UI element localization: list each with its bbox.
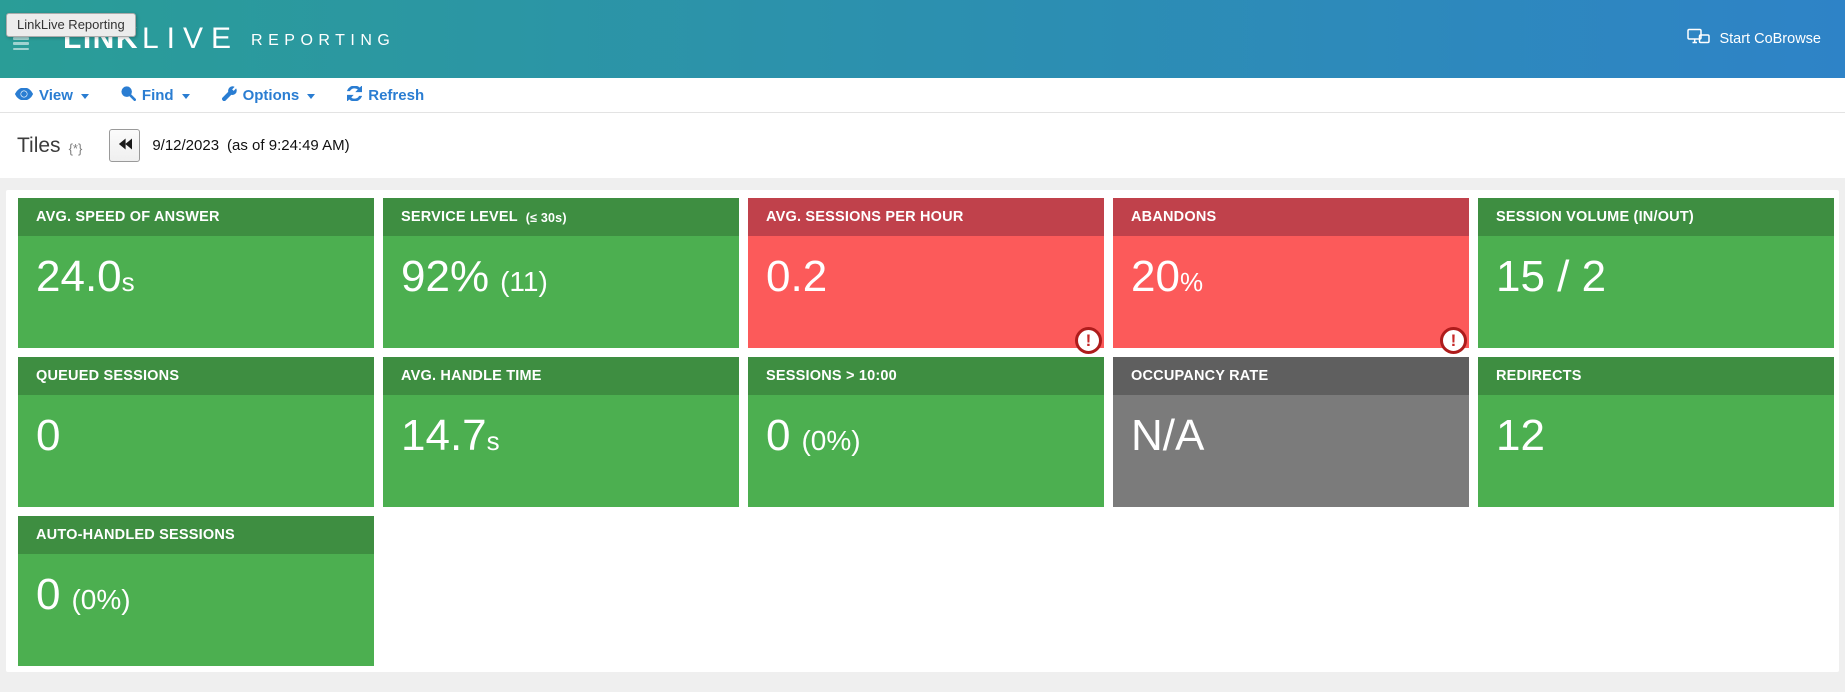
refresh-label: Refresh [368, 86, 425, 104]
tile-title: ABANDONS [1113, 198, 1469, 236]
wrench-icon [221, 85, 237, 105]
tile-title: SESSION VOLUME (IN/OUT) [1478, 198, 1834, 236]
tile-label: AVG. HANDLE TIME [401, 368, 542, 384]
tile-value: 0 (0%) [18, 554, 374, 666]
tile-title: SERVICE LEVEL (≤ 30s) [383, 198, 739, 236]
tile-title: REDIRECTS [1478, 357, 1834, 395]
tile-avg-speed-of-answer[interactable]: AVG. SPEED OF ANSWER 24.0 s [18, 198, 374, 348]
tile-title: AVG. SPEED OF ANSWER [18, 198, 374, 236]
logo-tagline: REPORTING [251, 31, 396, 49]
tile-label: SESSION VOLUME (IN/OUT) [1496, 209, 1694, 225]
tile-value: 12 [1478, 395, 1834, 507]
view-menu-label: View [39, 86, 73, 104]
tile-value: 24.0 s [18, 236, 374, 348]
page-title: Tiles [17, 133, 61, 157]
tile-label: SERVICE LEVEL [401, 209, 518, 225]
fast-backward-icon [118, 137, 132, 155]
app-header: LINK LIVE REPORTING Start CoBrowse LinkL… [0, 0, 1845, 78]
tile-title: QUEUED SESSIONS [18, 357, 374, 395]
tile-value-main: 24.0 [36, 252, 122, 301]
tile-title: SESSIONS > 10:00 [748, 357, 1104, 395]
previous-date-button[interactable] [109, 129, 141, 162]
tile-value-secondary: (0%) [801, 425, 861, 456]
tiles-panel: AVG. SPEED OF ANSWER 24.0 s SERVICE LEVE… [6, 190, 1839, 672]
tile-label: ABANDONS [1131, 209, 1217, 225]
tile-value-main: 92% [401, 252, 490, 301]
tile-occupancy-rate[interactable]: OCCUPANCY RATE N/A [1113, 357, 1469, 507]
tile-value: 0.2 [748, 236, 1104, 348]
tile-title: AVG. SESSIONS PER HOUR [748, 198, 1104, 236]
linklive-reporting-tooltip: LinkLive Reporting [6, 13, 136, 37]
tile-value-main: 14.7 [401, 411, 487, 460]
chevron-down-icon [181, 93, 190, 99]
exclamation-circle-icon: ! [1440, 327, 1467, 354]
tile-value-secondary: (11) [500, 266, 548, 297]
tile-value-main: 0 [766, 411, 791, 460]
tile-value: 15 / 2 [1478, 236, 1834, 348]
logo-text-live: LIVE [142, 22, 240, 55]
tile-service-level[interactable]: SERVICE LEVEL (≤ 30s) 92% (11) [383, 198, 739, 348]
tile-avg-handle-time[interactable]: AVG. HANDLE TIME 14.7 s [383, 357, 739, 507]
start-cobrowse-label: Start CoBrowse [1719, 31, 1821, 47]
screens-icon [1687, 28, 1711, 50]
tile-label: AVG. SPEED OF ANSWER [36, 209, 220, 225]
tile-queued-sessions[interactable]: QUEUED SESSIONS 0 [18, 357, 374, 507]
tile-value: 0 (0%) [748, 395, 1104, 507]
tile-value: 20 % [1113, 236, 1469, 348]
start-cobrowse-button[interactable]: Start CoBrowse [1687, 0, 1821, 78]
chevron-down-icon [80, 93, 89, 99]
exclamation-circle-icon: ! [1075, 327, 1102, 354]
tile-session-volume-in-out[interactable]: SESSION VOLUME (IN/OUT) 15 / 2 [1478, 198, 1834, 348]
tile-value-main: 0 [36, 411, 61, 460]
tile-value-main: 12 [1496, 411, 1545, 460]
tile-value-unit: s [121, 267, 135, 297]
tile-label: SESSIONS > 10:00 [766, 368, 897, 384]
refresh-icon [346, 84, 363, 105]
tiles-grid: AVG. SPEED OF ANSWER 24.0 s SERVICE LEVE… [6, 190, 1839, 666]
chevron-down-icon [307, 93, 316, 99]
app-logo: LINK LIVE REPORTING [63, 0, 395, 78]
tile-value-main: 15 / 2 [1496, 252, 1607, 301]
tile-value: N/A [1113, 395, 1469, 507]
menu-toolbar: View Find Options [0, 78, 1845, 113]
page-title-bar: Tiles {*} 9/12/2023 (as of 9:24:49 AM) [0, 113, 1845, 178]
title-badge: {*} [68, 141, 83, 156]
refresh-button[interactable]: Refresh [346, 84, 425, 105]
tile-sessions-10-00[interactable]: SESSIONS > 10:00 0 (0%) [748, 357, 1104, 507]
tile-title: AUTO-HANDLED SESSIONS [18, 516, 374, 554]
tile-avg-sessions-per-hour[interactable]: AVG. SESSIONS PER HOUR 0.2 ! [748, 198, 1104, 354]
tile-redirects[interactable]: REDIRECTS 12 [1478, 357, 1834, 507]
tile-value-main: 0.2 [766, 252, 828, 301]
find-menu-button[interactable]: Find [121, 85, 190, 105]
tile-value-unit: % [1179, 267, 1204, 297]
tile-auto-handled-sessions[interactable]: AUTO-HANDLED SESSIONS 0 (0%) [18, 516, 374, 666]
as-of-timestamp: (as of 9:24:49 AM) [227, 137, 350, 154]
tile-label: REDIRECTS [1496, 368, 1582, 384]
tile-abandons[interactable]: ABANDONS 20 % ! [1113, 198, 1469, 354]
find-menu-label: Find [141, 86, 174, 104]
tile-label: AVG. SESSIONS PER HOUR [766, 209, 964, 225]
tile-sublabel: (≤ 30s) [525, 210, 567, 225]
report-date: 9/12/2023 [152, 137, 220, 154]
tile-label: AUTO-HANDLED SESSIONS [36, 527, 235, 543]
tile-title: AVG. HANDLE TIME [383, 357, 739, 395]
view-menu-button[interactable]: View [14, 86, 89, 104]
tile-label: QUEUED SESSIONS [36, 368, 180, 384]
hamburger-icon[interactable] [13, 37, 29, 53]
search-icon [121, 85, 136, 105]
tile-value-main: 0 [36, 570, 61, 619]
eye-icon [14, 86, 34, 104]
tile-label: OCCUPANCY RATE [1131, 368, 1269, 384]
tile-value-main: 20 [1131, 252, 1180, 301]
tile-value-unit: s [486, 426, 500, 456]
tile-value-main: N/A [1131, 411, 1205, 460]
tile-value: 0 [18, 395, 374, 507]
tile-value: 92% (11) [383, 236, 739, 348]
options-menu-label: Options [242, 86, 300, 104]
options-menu-button[interactable]: Options [221, 85, 316, 105]
tile-value: 14.7 s [383, 395, 739, 507]
tile-value-secondary: (0%) [71, 584, 131, 615]
tile-title: OCCUPANCY RATE [1113, 357, 1469, 395]
